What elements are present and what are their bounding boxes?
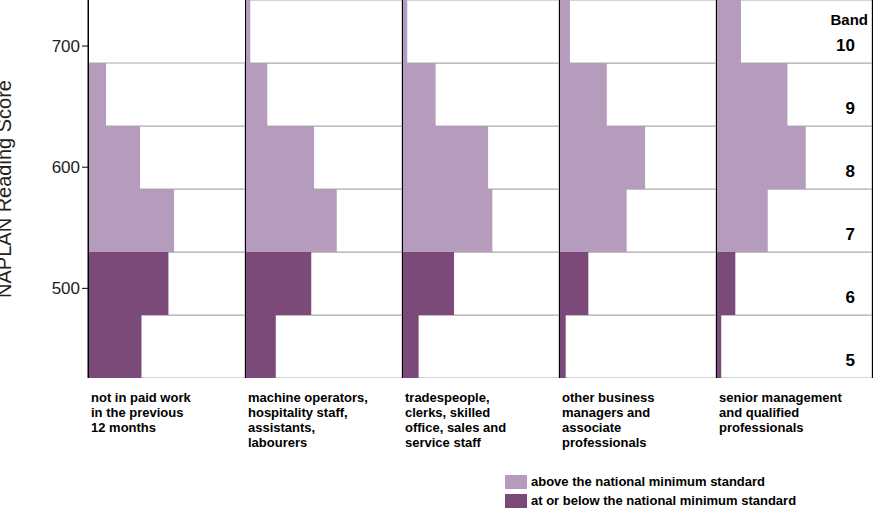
svg-text:NAPLAN Reading Score: NAPLAN Reading Score xyxy=(8,80,15,298)
html-text:tradespeople,: tradespeople, xyxy=(405,390,490,405)
svg-text:500: 500 xyxy=(52,279,80,298)
html-text:10: 10 xyxy=(836,35,855,55)
html-text:8: 8 xyxy=(845,161,855,181)
html-text:7: 7 xyxy=(845,224,855,244)
html-text:managers and: managers and xyxy=(562,405,651,420)
html-text:9: 9 xyxy=(845,98,855,118)
svg-text:700: 700 xyxy=(52,37,80,56)
html-text:assistants,: assistants, xyxy=(248,420,316,435)
html-text:professionals: professionals xyxy=(719,420,804,435)
html-text:service staff: service staff xyxy=(405,435,481,450)
html-text:labourers: labourers xyxy=(248,435,308,450)
html-text:associate: associate xyxy=(562,420,622,435)
html-text:not in paid work: not in paid work xyxy=(91,390,191,405)
svg-text:600: 600 xyxy=(52,158,80,177)
html-text:professionals: professionals xyxy=(562,435,647,450)
html-text:office, sales and: office, sales and xyxy=(405,420,507,435)
html-text:senior management: senior management xyxy=(719,390,842,405)
html-text:6: 6 xyxy=(845,287,855,307)
html-text:and qualified: and qualified xyxy=(719,405,800,420)
html-text:5: 5 xyxy=(845,350,855,370)
html-text:hospitality staff,: hospitality staff, xyxy=(248,405,348,420)
html-text:Band: Band xyxy=(830,11,868,28)
html-text:in the previous: in the previous xyxy=(91,405,184,420)
html-text:12 months: 12 months xyxy=(91,420,156,435)
html-text:at or below the national minim: at or below the national minimum standar… xyxy=(531,493,797,508)
html-text:machine operators,: machine operators, xyxy=(248,390,368,405)
html-text:above the national minimum sta: above the national minimum standard xyxy=(531,474,765,489)
html-text:other business: other business xyxy=(562,390,655,405)
html-text:clerks, skilled: clerks, skilled xyxy=(405,405,491,420)
